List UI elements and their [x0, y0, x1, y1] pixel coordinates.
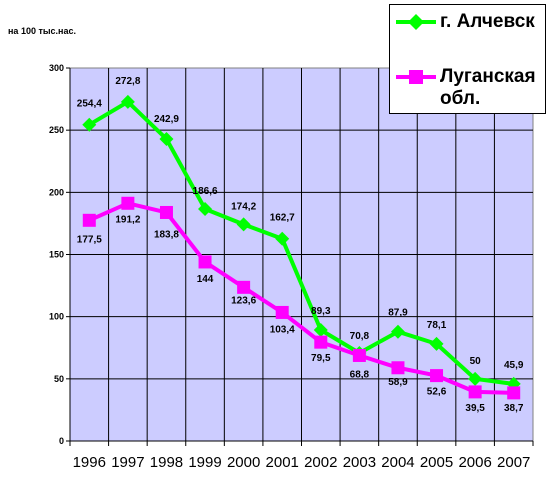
data-point-alchevsk: [429, 336, 444, 351]
data-point-alchevsk: [275, 231, 290, 246]
data-label-lugansk: 144: [197, 274, 214, 285]
data-point-alchevsk: [198, 201, 213, 216]
data-point-lugansk: [121, 196, 135, 210]
data-point-lugansk: [237, 280, 251, 294]
data-label-lugansk: 123,6: [231, 295, 256, 306]
legend-swatch-lugansk: [396, 70, 436, 84]
x-tick-label: 2004: [381, 454, 414, 471]
data-point-lugansk: [391, 361, 405, 375]
data-label-alchevsk: 186,6: [193, 186, 218, 197]
x-tick-label: 2002: [304, 454, 337, 471]
y-tick-label: 200: [49, 187, 64, 197]
data-label-lugansk: 39,5: [465, 403, 485, 414]
data-point-alchevsk: [236, 217, 251, 232]
y-tick-label: 100: [49, 312, 64, 322]
data-label-alchevsk: 162,7: [270, 213, 295, 224]
x-tick-label: 2003: [343, 454, 376, 471]
data-label-alchevsk: 70,8: [350, 331, 370, 342]
data-label-lugansk: 68,8: [350, 369, 370, 380]
data-label-lugansk: 191,2: [115, 214, 140, 225]
x-tick-label: 1997: [111, 454, 144, 471]
data-point-lugansk: [507, 386, 521, 400]
x-tick-label: 2007: [497, 454, 530, 471]
data-point-alchevsk: [390, 324, 405, 339]
data-label-lugansk: 58,9: [388, 377, 408, 388]
x-tick-label: 1996: [73, 454, 106, 471]
data-label-lugansk: 183,8: [154, 229, 179, 240]
y-tick-label: 300: [49, 63, 64, 73]
data-point-alchevsk: [313, 322, 328, 337]
data-label-alchevsk: 50: [470, 356, 482, 367]
unit-label: на 100 тыс.нас.: [8, 26, 77, 36]
data-label-alchevsk: 242,9: [154, 114, 179, 125]
data-point-alchevsk: [159, 131, 174, 146]
y-tick-label: 250: [49, 125, 64, 135]
x-tick-label: 2000: [227, 454, 260, 471]
data-label-alchevsk: 87,9: [388, 308, 408, 319]
legend-swatch-alchevsk: [396, 14, 436, 30]
data-point-lugansk: [430, 369, 444, 383]
data-label-alchevsk: 272,8: [115, 76, 140, 87]
x-tick-label: 2001: [266, 454, 299, 471]
data-label-lugansk: 52,6: [427, 387, 447, 398]
legend-label-alchevsk: г. Алчевск: [440, 11, 535, 32]
data-point-lugansk: [82, 213, 96, 227]
data-label-lugansk: 38,7: [504, 403, 524, 414]
x-tick-label: 2006: [458, 454, 491, 471]
data-point-alchevsk: [82, 117, 97, 132]
data-label-alchevsk: 89,3: [311, 306, 331, 317]
y-tick-label: 50: [54, 374, 64, 384]
data-point-lugansk: [275, 305, 289, 319]
data-point-lugansk: [352, 348, 366, 362]
legend-label-lugansk: Луганская обл.: [440, 66, 536, 109]
data-point-alchevsk: [468, 371, 483, 386]
data-label-alchevsk: 78,1: [427, 320, 447, 331]
data-label-alchevsk: 174,2: [231, 201, 256, 212]
data-point-lugansk: [468, 385, 482, 399]
x-tick-label: 1999: [188, 454, 221, 471]
y-tick-label: 150: [49, 250, 64, 260]
data-point-lugansk: [198, 255, 212, 269]
data-label-lugansk: 79,5: [311, 353, 331, 364]
data-label-lugansk: 177,5: [77, 234, 102, 245]
data-label-lugansk: 103,4: [270, 324, 295, 335]
series-line-0: [88, 99, 514, 386]
legend: г. Алчевск Луганская обл.: [389, 4, 546, 114]
y-tick-label: 0: [59, 436, 64, 446]
x-tick-label: 2005: [420, 454, 453, 471]
data-label-alchevsk: 254,4: [77, 99, 102, 110]
data-label-alchevsk: 45,9: [504, 360, 524, 371]
data-point-lugansk: [159, 205, 173, 219]
data-point-lugansk: [314, 335, 328, 349]
data-point-alchevsk: [120, 94, 135, 109]
x-tick-label: 1998: [150, 454, 183, 471]
